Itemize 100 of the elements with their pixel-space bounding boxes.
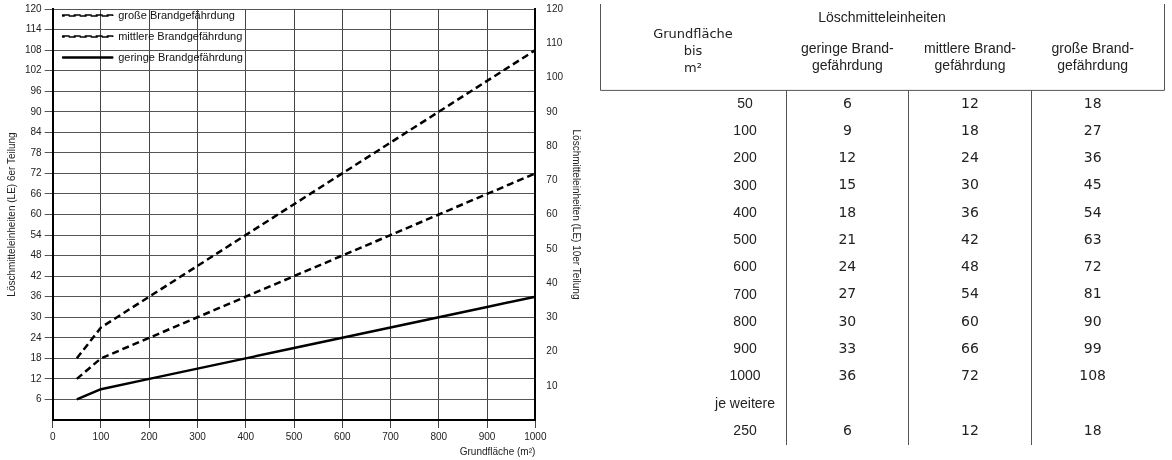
data-label: 12 [838,149,857,166]
data-label: 72 [1083,258,1102,275]
data-label: 63 [1083,230,1102,247]
data-label: 42 [961,230,979,247]
data-label: 60 [961,312,979,329]
y-tick-label: 114 [25,23,43,35]
y-tick-label: 900 [733,340,757,357]
data-label: 30 [838,312,857,329]
data-label: 81 [1083,285,1102,302]
data-label: 48 [961,258,979,275]
x-tick-label: 600 [333,430,352,442]
y-tick-label: 30 [30,311,43,322]
x-tick-label: 0 [49,430,56,442]
x-tick-label: mittlere Brand-gefährdung [924,40,1017,73]
y-tick-label: 120 [25,2,43,14]
x-axis-title: Grundfläche (m²) [459,445,536,457]
data-label: 12 [961,421,979,438]
y-tick-label: 300 [733,176,757,193]
y-tick-label: 84 [30,126,43,138]
data-label: 6 [842,421,852,438]
y-tick-label: je weitere [714,394,776,411]
data-label: 27 [1083,121,1102,138]
data-label: 6 [842,94,852,111]
y2-axis-title: Löschmitteleinheiten (LE) 10er Teilung [571,129,583,300]
data-label: 24 [961,149,979,166]
y2-tick-label: 20 [546,345,558,357]
data-label: 18 [1083,421,1102,438]
y-tick-label: 200 [733,149,757,166]
y-tick-label: 90 [30,105,43,117]
data-label: 90 [1083,312,1102,329]
x-tick-label: 400 [237,430,255,442]
y-tick-label: 50 [737,94,754,111]
x-tick-label: 700 [382,430,400,442]
data-label: 72 [961,367,979,384]
data-label: 30 [961,176,979,193]
x-tick-label: große Brand-gefährdung [1051,40,1135,73]
data-label: 18 [961,121,979,138]
y2-tick-label: 90 [546,105,558,117]
data-label: 18 [1083,94,1102,111]
data-label: 66 [961,339,979,356]
y-tick-label: 700 [733,285,757,302]
y-tick-label: 18 [30,352,43,364]
y-tick-label: 600 [733,258,757,275]
y2-tick-label: 50 [546,242,558,254]
y-axis-title: Löschmitteleinheiten (LE) 6er Teilung [5,132,17,297]
y-tick-label: 400 [733,203,757,220]
y-tick-label: 250 [733,421,757,438]
y-tick-label: 100 [733,122,757,139]
y-tick-label: 60 [30,208,43,220]
y2-tick-label: 60 [546,208,558,220]
y-tick-label: 108 [25,43,43,55]
y2-tick-label: 10 [546,379,558,391]
data-label: 21 [838,230,857,247]
y-tick-label: 800 [733,312,757,329]
data-label: 33 [838,339,857,356]
y-tick-label: 96 [30,84,43,96]
data-label: 27 [838,285,857,302]
x-tick-label: geringe Brand-gefährdung [801,40,894,73]
data-label: 36 [961,203,979,220]
y2-tick-label: 30 [546,311,558,322]
y-tick-label: 42 [30,269,43,281]
y-tick-label: 66 [30,187,43,199]
chart-title: Löschmitteleinheiten [818,9,946,26]
y-tick-label: 102 [25,64,43,76]
y-tick-label: 500 [733,231,757,248]
x-tick-label: 300 [189,430,207,442]
y-tick-label: 78 [30,146,43,158]
y2-tick-label: 80 [546,139,558,151]
data-label: 36 [838,367,857,384]
x-tick-label: 800 [430,430,448,442]
y-tick-label: 6 [36,393,43,405]
y2-tick-label: 70 [546,174,558,185]
y2-tick-label: 100 [546,71,564,83]
y-tick-label: 48 [30,249,43,261]
y2-tick-label: 120 [546,2,564,14]
y-tick-label: 54 [30,228,43,240]
data-label: 9 [842,121,852,138]
data-label: 45 [1083,176,1102,193]
data-label: 24 [838,258,857,275]
data-label: 54 [961,285,979,302]
y-tick-label: 72 [30,167,43,179]
x-tick-label: 500 [285,430,303,442]
data-label: 99 [1083,339,1102,356]
y-tick-label: 12 [30,372,43,384]
x-tick-label: 200 [140,430,158,442]
data-label: 18 [838,203,857,220]
y-tick-label: 24 [30,331,43,343]
data-label: 15 [838,176,857,193]
x-tick-label: 900 [478,430,496,442]
y2-tick-label: 110 [546,37,563,48]
data-label: 36 [1083,149,1102,166]
y-axis-title: Grundfläche bis m² [653,25,733,75]
y-tick-label: 36 [30,290,43,302]
x-tick-label: 100 [92,430,110,442]
data-label: 12 [961,94,979,111]
y-tick-label: 1000 [729,367,761,384]
data-label: 54 [1083,203,1102,220]
data-label: 108 [1079,367,1107,384]
y2-tick-label: 40 [546,276,558,288]
x-tick-label: 1000 [524,430,547,442]
